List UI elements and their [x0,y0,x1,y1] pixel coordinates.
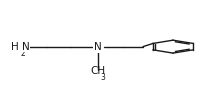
Text: N: N [22,42,29,52]
Text: N: N [94,42,102,52]
Text: CH: CH [90,66,106,76]
Text: 2: 2 [20,49,25,57]
Text: H: H [11,42,19,52]
Text: 3: 3 [101,73,106,82]
